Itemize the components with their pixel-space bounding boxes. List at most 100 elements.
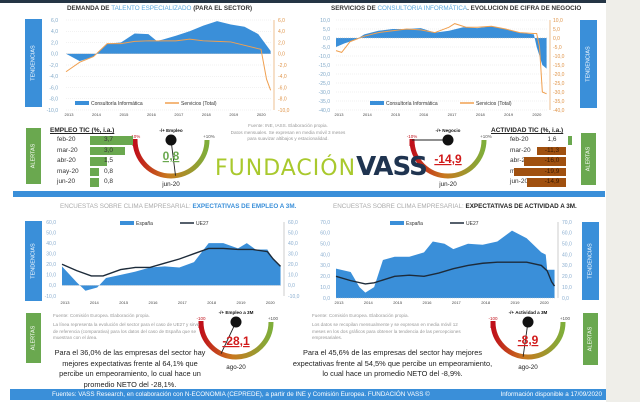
- chart-title-negocio: SERVICIOS DE CONSULTORIA INFORMÁTICA. EV…: [331, 5, 582, 12]
- gauge-knob: [165, 134, 177, 146]
- fundacion-vass-logo: FUNDACIÓNVASS: [215, 152, 428, 182]
- gauge-needle: [170, 139, 176, 176]
- value-bar: [514, 167, 566, 176]
- gauge-min-label: -100: [196, 316, 206, 321]
- x-tick-label: 2016: [419, 112, 429, 117]
- x-tick-label: 2018: [207, 300, 217, 305]
- empleo-table-title: EMPLEO TIC (%, i.a.): [50, 127, 115, 134]
- y2-tick-label: -10,0: [278, 108, 290, 114]
- y2-tick-label: -10,0: [288, 294, 300, 300]
- x-tick-label: 2018: [481, 300, 491, 305]
- row-label: jun-20: [510, 178, 529, 185]
- gauge-arc: [409, 139, 487, 179]
- footer-date: Información disponible a 17/09/2020: [500, 391, 602, 398]
- x-tick-label: 2014: [364, 300, 374, 305]
- y-tick-label: 50,0: [320, 242, 330, 248]
- x-tick-label: 2019: [237, 300, 247, 305]
- gauge-arc: [132, 139, 210, 179]
- row-value: -14,9: [544, 178, 560, 185]
- chart-title-empleo-3m: ENCUESTAS SOBRE CLIMA EMPRESARIAL: EXPEC…: [60, 203, 297, 210]
- note-bottom-left: La línea representa la evolución del sec…: [53, 322, 200, 340]
- value-bar: [527, 178, 566, 187]
- y-tick-label: 10,0: [320, 18, 330, 24]
- x-tick-label: 2019: [229, 112, 239, 117]
- x-tick-label: 2015: [393, 300, 403, 305]
- gauge-min-label: -10%: [130, 134, 141, 139]
- gauge-1: -/+ Negocio -10% +10% -14,9 jun-20: [407, 128, 492, 188]
- source-line: Fuente: INE, IASS. Elaboración propia.: [248, 123, 328, 128]
- gauge-arc: [198, 321, 274, 360]
- x-tick-label: 2013: [65, 112, 75, 117]
- row-label: mar-20: [510, 146, 531, 154]
- row-label: abr-20: [57, 157, 76, 164]
- x-tick-label: 2016: [423, 300, 433, 305]
- x-tick-label: 2019: [511, 300, 521, 305]
- value-bar: [536, 146, 566, 155]
- y2-tick-label: -15,0: [553, 63, 565, 69]
- y2-tick-label: 0,0: [288, 283, 295, 289]
- y-tick-label: 60,0: [46, 220, 56, 226]
- source-bottom-left: Fuente: Comisión Europea. Elaboración pr…: [53, 313, 150, 318]
- x-tick-label: 2020: [540, 300, 550, 305]
- x-tick-label: 2014: [363, 112, 373, 117]
- y2-tick-label: -35,0: [553, 99, 565, 105]
- gauge-min-marker: [409, 139, 415, 146]
- row-label: feb-20: [510, 136, 529, 143]
- x-tick-label: 2017: [448, 112, 458, 117]
- chart-title-talento: DEMANDA DE TALENTO ESPECIALIZADO (PARA E…: [67, 5, 253, 12]
- y-tick-label: -5,0: [321, 45, 330, 51]
- x-tick-label: 2020: [532, 112, 542, 117]
- gauge-value: -28,1: [222, 334, 250, 348]
- area-series: [62, 243, 281, 291]
- y2-tick-label: 70,0: [562, 220, 572, 226]
- y2-tick-label: 30,0: [288, 252, 298, 258]
- y-tick-label: 0,0: [51, 52, 58, 58]
- gauge-title: -/+ Actividad a 3M: [509, 310, 548, 315]
- legend-label: Consultoría Informática: [386, 101, 438, 107]
- y-tick-label: 60,0: [320, 231, 330, 237]
- x-tick-label: 2015: [119, 300, 129, 305]
- x-tick-label: 2017: [178, 300, 188, 305]
- x-tick-label: 2018: [202, 112, 212, 117]
- gauge-title: -/+ Empleo: [159, 128, 183, 133]
- alertas-label-3: ALERTAS: [26, 313, 41, 363]
- y-tick-label: 40,0: [320, 252, 330, 258]
- value-bar: [90, 167, 100, 176]
- y-tick-label: 5,0: [323, 27, 330, 33]
- legend-label: Servicios (Total): [476, 101, 512, 107]
- y-tick-label: 6,0: [51, 18, 58, 24]
- gauge-max-label: +10%: [203, 134, 215, 139]
- x-tick-label: 2019: [504, 112, 514, 117]
- gauge-value: -8,9: [518, 333, 539, 347]
- y2-tick-label: 20,0: [562, 274, 572, 280]
- gauge-period: jun-20: [161, 181, 180, 188]
- gauge-min-label: -10%: [407, 134, 418, 139]
- chart-2: 60,0 60,0 50,0 50,0 40,0 40,0 30,0 30,0 20,0 20,0…: [45, 220, 300, 305]
- tendencias-label-4: TENDENCIAS: [582, 222, 599, 300]
- y-tick-label: 20,0: [320, 274, 330, 280]
- legend-label: UE27: [466, 221, 479, 227]
- y-tick-label: 0,0: [49, 283, 56, 289]
- row-label: mar-20: [57, 146, 78, 154]
- y-tick-label: 0,0: [323, 36, 330, 42]
- value-bar: [524, 157, 566, 166]
- y2-tick-label: 60,0: [562, 231, 572, 237]
- y2-tick-label: 6,0: [278, 18, 285, 24]
- y-tick-label: -25,0: [319, 81, 331, 87]
- y-tick-label: 40,0: [46, 241, 56, 247]
- y2-tick-label: 0,0: [562, 296, 569, 302]
- y-tick-label: -20,0: [319, 72, 331, 78]
- legend-label: España: [136, 221, 153, 227]
- row-value: 0,8: [104, 178, 114, 185]
- value-bar: [90, 146, 125, 155]
- legend-label: España: [406, 221, 423, 227]
- y-tick-label: -10,0: [47, 108, 59, 114]
- gauge-0: -/+ Empleo -10% +10% 0,8 jun-20: [130, 128, 215, 188]
- y-tick-label: 10,0: [320, 285, 330, 291]
- y2-tick-label: 0,0: [278, 52, 285, 58]
- gauge-value: -14,9: [434, 152, 462, 166]
- row-label: feb-20: [57, 136, 76, 143]
- y-tick-label: -10,0: [319, 54, 331, 60]
- row-label: abr-20: [510, 157, 529, 164]
- y2-tick-label: 50,0: [288, 230, 298, 236]
